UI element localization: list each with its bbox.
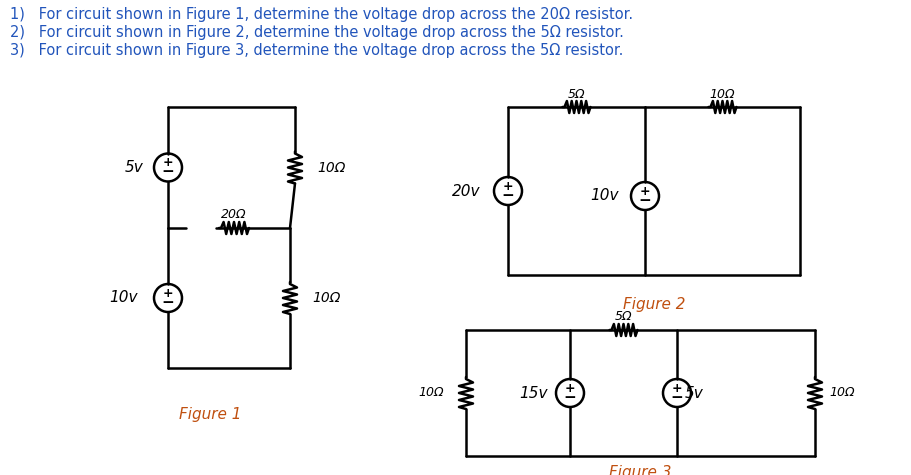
Text: −: −: [639, 193, 651, 208]
Text: +: +: [640, 185, 650, 198]
Text: +: +: [671, 382, 682, 395]
Text: +: +: [503, 180, 513, 193]
Text: −: −: [564, 390, 577, 405]
Text: +: +: [163, 287, 173, 300]
Text: −: −: [502, 188, 515, 203]
Text: 10v: 10v: [590, 189, 619, 203]
Text: 10Ω: 10Ω: [418, 387, 444, 399]
Text: +: +: [565, 382, 576, 395]
Text: 10Ω: 10Ω: [317, 161, 345, 174]
Text: 2)   For circuit shown in Figure 2, determine the voltage drop across the 5Ω res: 2) For circuit shown in Figure 2, determ…: [10, 25, 624, 40]
Text: −: −: [161, 295, 174, 310]
Text: Figure 3: Figure 3: [609, 466, 671, 475]
Text: 10v: 10v: [109, 291, 138, 305]
Text: 10Ω: 10Ω: [312, 291, 341, 305]
Text: −: −: [161, 164, 174, 180]
Text: 5v: 5v: [685, 386, 704, 400]
Text: 15v: 15v: [519, 386, 548, 400]
Text: 20v: 20v: [452, 183, 480, 199]
Text: Figure 2: Figure 2: [623, 297, 685, 313]
Text: Figure 1: Figure 1: [179, 408, 241, 422]
Text: 5Ω: 5Ω: [568, 87, 585, 101]
Text: 5v: 5v: [124, 160, 143, 175]
Text: −: −: [670, 390, 683, 405]
Text: 5Ω: 5Ω: [615, 311, 632, 323]
Text: 3)   For circuit shown in Figure 3, determine the voltage drop across the 5Ω res: 3) For circuit shown in Figure 3, determ…: [10, 43, 623, 58]
Text: +: +: [163, 156, 173, 170]
Text: 1)   For circuit shown in Figure 1, determine the voltage drop across the 20Ω re: 1) For circuit shown in Figure 1, determ…: [10, 7, 633, 22]
Text: 10Ω: 10Ω: [710, 87, 735, 101]
Text: 20Ω: 20Ω: [221, 209, 247, 221]
Text: 10Ω: 10Ω: [829, 387, 855, 399]
